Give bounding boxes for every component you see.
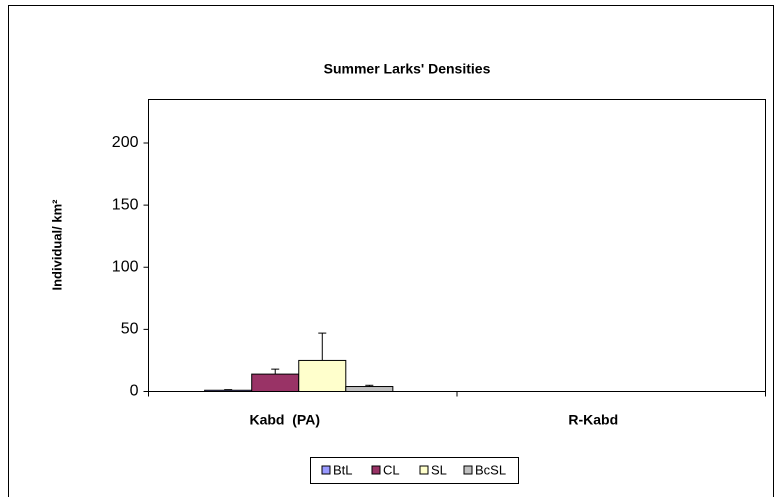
y-tick-label: 0 [130,383,139,400]
legend-swatch [371,465,381,475]
bar [204,389,253,392]
y-axis-label: Individual/ km² [49,199,64,291]
legend [310,457,519,484]
legend-swatch [463,465,473,475]
chart-title: Summer Larks' Densities [324,61,491,77]
legend-label: SL [431,462,447,477]
y-tick-label: 100 [112,258,139,275]
x-tick-label: R-Kabd [568,412,618,428]
bar [298,359,347,392]
y-tick-label: 200 [112,134,139,151]
bar [345,386,394,392]
x-tick-label: Kabd (PA) [249,412,320,428]
legend-swatch [419,465,429,475]
legend-label: BtL [333,462,353,477]
legend-swatch [321,465,331,475]
legend-label: BcSL [475,462,506,477]
y-tick-label: 50 [121,321,139,338]
y-tick-label: 150 [112,196,139,213]
bar [251,373,300,392]
plot-area [148,99,766,392]
legend-label: CL [383,462,400,477]
